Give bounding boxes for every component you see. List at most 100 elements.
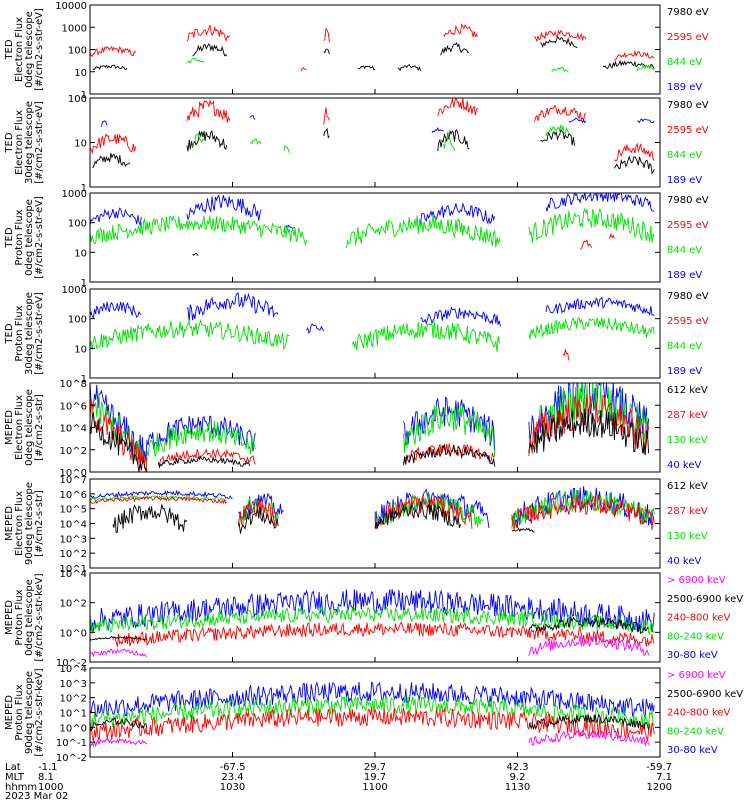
x-tick-mlt: 7.1: [656, 772, 672, 783]
y-axis-label-line: TED: [4, 132, 15, 153]
legend-entry: 7980 eV: [667, 100, 709, 111]
series-line-green-2: [90, 695, 655, 729]
y-tick-label: 10^8: [60, 379, 87, 390]
x-tick-hhmm: 1030: [220, 782, 245, 793]
panel-1: 10000 1000 100 10 1 TED Electron Flux 0deg tele…: [4, 1, 709, 101]
y-tick-label: 10: [74, 344, 87, 355]
y-tick-label: 10^7: [60, 475, 87, 486]
series-line-blue-1: [90, 292, 655, 335]
y-tick-label: 1: [81, 183, 87, 194]
series-line-green-2: [90, 605, 655, 636]
panel-2: 100 10 1 TED Electron Flux 30deg telescope [#/…: [4, 94, 709, 194]
legend-entry: 287 keV: [667, 410, 708, 421]
series-line-red-3: [580, 232, 615, 250]
x-tick-lat: 42.3: [506, 762, 528, 773]
legend-entry: 844 eV: [667, 57, 702, 68]
legend-entry: 240-800 keV: [667, 708, 731, 719]
series-line-black-4: [90, 714, 650, 731]
panel-6-data: [90, 486, 655, 534]
series-line-black-4: [90, 616, 649, 641]
y-tick-label: 10^4: [60, 664, 87, 675]
y-tick-label: 10^6: [60, 490, 87, 501]
legend-entry: 40 keV: [667, 460, 701, 471]
legend-entry: 130 keV: [667, 531, 708, 542]
series-line-red-3: [90, 394, 650, 472]
series-line-green-3: [186, 57, 655, 73]
y-axis-label-line: [#/cm2-s-str-eV]: [34, 292, 45, 375]
legend-entry: 2595 eV: [667, 316, 709, 327]
y-tick-label: 10^0: [60, 468, 87, 479]
legend-entry: 7980 eV: [667, 195, 709, 206]
y-tick-label: 10^2: [60, 599, 87, 610]
series-line-black-4: [112, 500, 535, 534]
panel-3-data: [90, 193, 655, 256]
legend-entry: 130 keV: [667, 435, 708, 446]
panel-frame: [89, 667, 661, 758]
series-line-blue-1: [90, 383, 650, 463]
panel-5: 10^8 10^6 10^4 10^2 10^0 MEPED Electron Flux 0d…: [4, 379, 708, 479]
y-tick-label: 10^6: [60, 401, 87, 412]
y-axis-label-line: [#/cm2-s-str]: [34, 394, 45, 461]
y-axis-label-line: Electron Flux: [14, 491, 25, 556]
y-tick-label: 10^3: [60, 679, 87, 690]
series-line-black-4: [90, 408, 650, 472]
panel-5-data: [90, 383, 650, 472]
series-line-blue-4: [100, 115, 655, 134]
y-axis-label-line: MEPED: [4, 695, 15, 730]
y-axis-label-line: TED: [4, 39, 15, 60]
series-line-blue-1: [90, 589, 655, 633]
legend-entry: 844 eV: [667, 341, 702, 352]
panel-7-data: [90, 589, 655, 658]
y-axis-label-line: [#/cm2-s-str-eV]: [34, 196, 45, 279]
y-axis-label-line: [#/cm2-s-str-keV]: [34, 668, 45, 756]
x-tick-lat: -1.1: [38, 762, 58, 773]
legend-entry: 844 eV: [667, 150, 702, 161]
panel-1-data: [90, 23, 655, 73]
y-tick-label: 10: [74, 139, 87, 150]
y-tick-label: 1000: [62, 23, 87, 34]
series-line-black-4: [192, 252, 199, 256]
legend-entry: 80-240 keV: [667, 631, 724, 642]
x-tick-mlt: 8.1: [38, 772, 54, 783]
series-line-red-3: [90, 707, 655, 742]
series-line-green-2: [90, 316, 655, 352]
series-line-blue-1: [90, 486, 655, 529]
x-tick-mlt: 19.7: [364, 772, 386, 783]
y-axis-label-line: Electron Flux: [14, 17, 25, 82]
legend-entry: 2595 eV: [667, 220, 709, 231]
series-line-red-3: [90, 494, 655, 531]
panel-7: 10^4 10^2 10^0 10^-2 MEPED Proton Flux 0deg te…: [4, 569, 743, 669]
legend-entry: 240-800 keV: [667, 613, 731, 624]
y-tick-label: 10^1: [60, 564, 87, 575]
legend-entry: 30-80 keV: [667, 745, 718, 756]
x-row-label-mlt: MLT: [5, 772, 25, 783]
y-axis-label-line: 30deg telescope: [24, 101, 35, 184]
y-axis-label-line: MEPED: [4, 410, 15, 445]
legend-entry: 2595 eV: [667, 125, 709, 136]
x-tick-hhmm: 1200: [647, 782, 672, 793]
y-tick-label: 10^0: [60, 723, 87, 734]
series-line-blue-1: [90, 193, 655, 232]
y-axis-label-line: 90deg telescope: [24, 671, 35, 754]
x-row-label-hhmm: hhmm: [5, 782, 37, 793]
y-tick-label: 1000: [62, 189, 87, 200]
y-axis-label-line: 0deg telescope: [24, 199, 35, 276]
y-tick-label: 100: [68, 315, 87, 326]
legend-entry: 2500-6900 keV: [667, 689, 743, 700]
panel-frame: [89, 4, 661, 95]
y-axis-label-line: [#/cm2-s-str]: [34, 490, 45, 557]
y-axis-label-line: 0deg telescope: [24, 389, 35, 466]
legend-entry: 189 eV: [667, 366, 702, 377]
x-tick-lat: -67.5: [220, 762, 246, 773]
y-axis-label-line: Electron Flux: [14, 395, 25, 460]
y-tick-label: 10^5: [60, 505, 87, 516]
y-tick-label: 10^-2: [56, 753, 87, 764]
legend-entry: 2595 eV: [667, 32, 709, 43]
series-line-black-1: [92, 35, 655, 72]
legend-entry: 2500-6900 keV: [667, 594, 743, 605]
y-axis-label-line: TED: [4, 227, 15, 248]
y-tick-label: 1: [81, 278, 87, 289]
legend-entry: 7980 eV: [667, 291, 709, 302]
legend-entry: 287 keV: [667, 506, 708, 517]
